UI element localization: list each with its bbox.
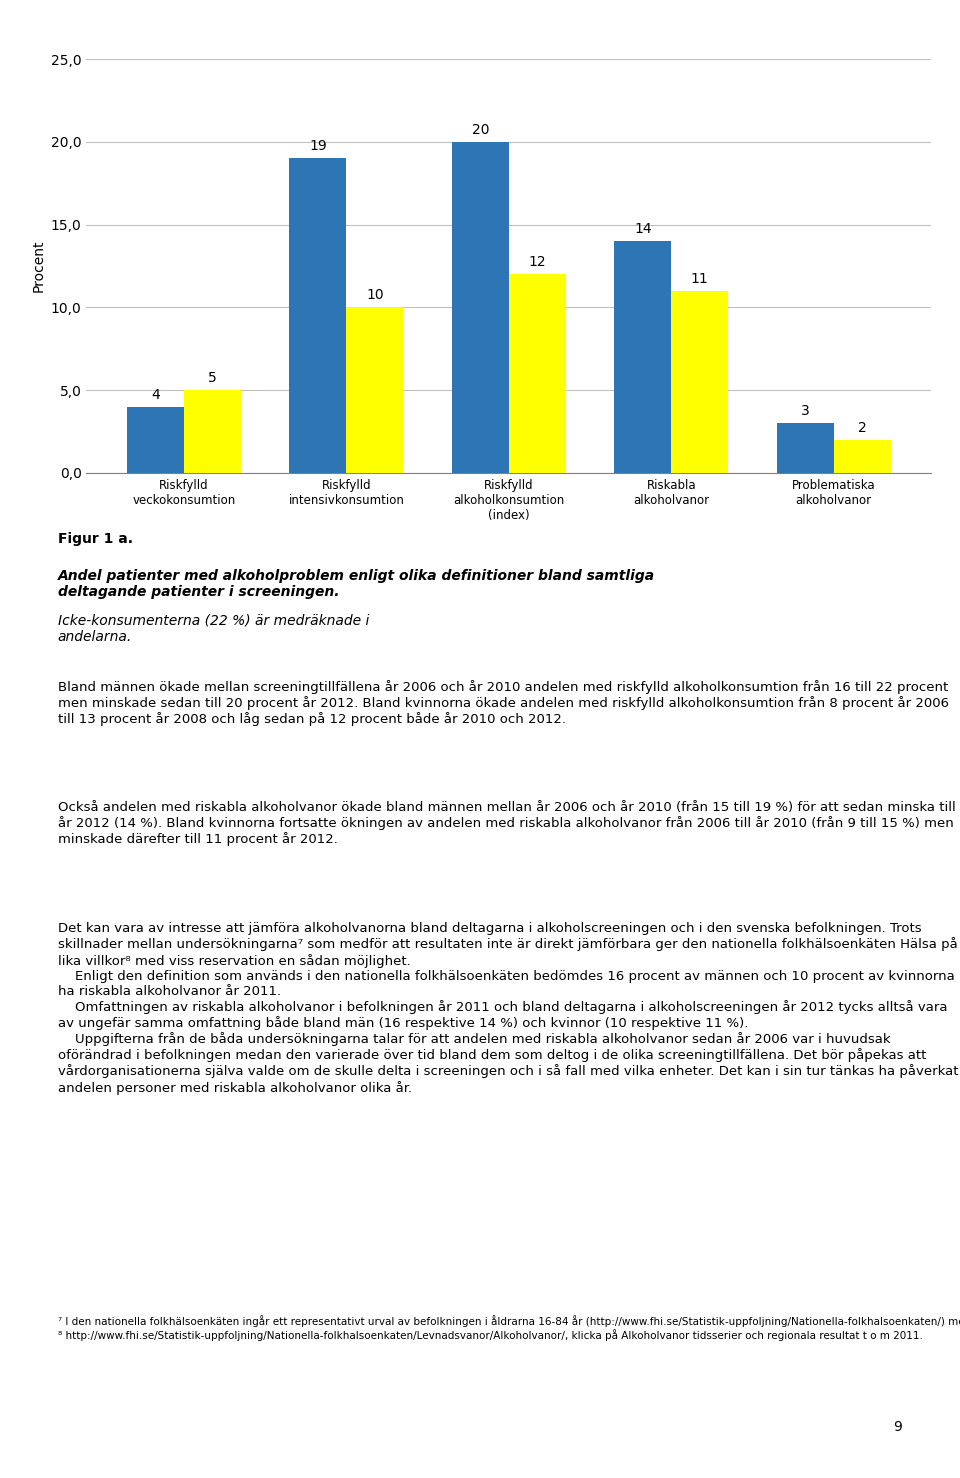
- Bar: [127, 406, 184, 473]
- Bar: [347, 307, 403, 473]
- Text: 5: 5: [208, 371, 217, 386]
- Text: 11: 11: [691, 272, 708, 285]
- Text: 12: 12: [528, 256, 546, 269]
- Bar: [777, 423, 833, 473]
- Text: 4: 4: [151, 387, 159, 402]
- Text: 3: 3: [801, 405, 809, 418]
- Text: Också andelen med riskabla alkoholvanor ökade bland männen mellan år 2006 och år: Också andelen med riskabla alkoholvanor …: [58, 801, 955, 847]
- Text: Det kan vara av intresse att jämföra alkoholvanorna bland deltagarna i alkoholsc: Det kan vara av intresse att jämföra alk…: [58, 922, 958, 1095]
- Text: Andel patienter med alkoholproblem enligt olika definitioner bland samtliga
delt: Andel patienter med alkoholproblem enlig…: [58, 569, 655, 599]
- Text: 20: 20: [471, 123, 489, 137]
- Bar: [184, 390, 241, 473]
- Text: Bland männen ökade mellan screeningtillfällena år 2006 och år 2010 andelen med r: Bland männen ökade mellan screeningtillf…: [58, 680, 948, 726]
- Bar: [833, 440, 891, 473]
- Text: 14: 14: [634, 222, 652, 236]
- Bar: [509, 275, 565, 473]
- Text: 10: 10: [366, 288, 384, 303]
- Text: Figur 1 a.: Figur 1 a.: [58, 532, 132, 545]
- Text: 9: 9: [894, 1420, 902, 1434]
- Text: 2: 2: [858, 421, 867, 435]
- Text: 19: 19: [309, 139, 326, 154]
- Text: Icke-konsumenterna (22 %) är medräknade i
andelarna.: Icke-konsumenterna (22 %) är medräknade …: [58, 613, 369, 643]
- Text: ⁷ I den nationella folkhälsoenkäten ingår ett representativt urval av befolkning: ⁷ I den nationella folkhälsoenkäten ingå…: [58, 1315, 960, 1341]
- Bar: [671, 291, 728, 473]
- Bar: [614, 241, 671, 473]
- Y-axis label: Procent: Procent: [32, 239, 45, 293]
- Bar: [290, 158, 347, 473]
- Bar: [452, 142, 509, 473]
